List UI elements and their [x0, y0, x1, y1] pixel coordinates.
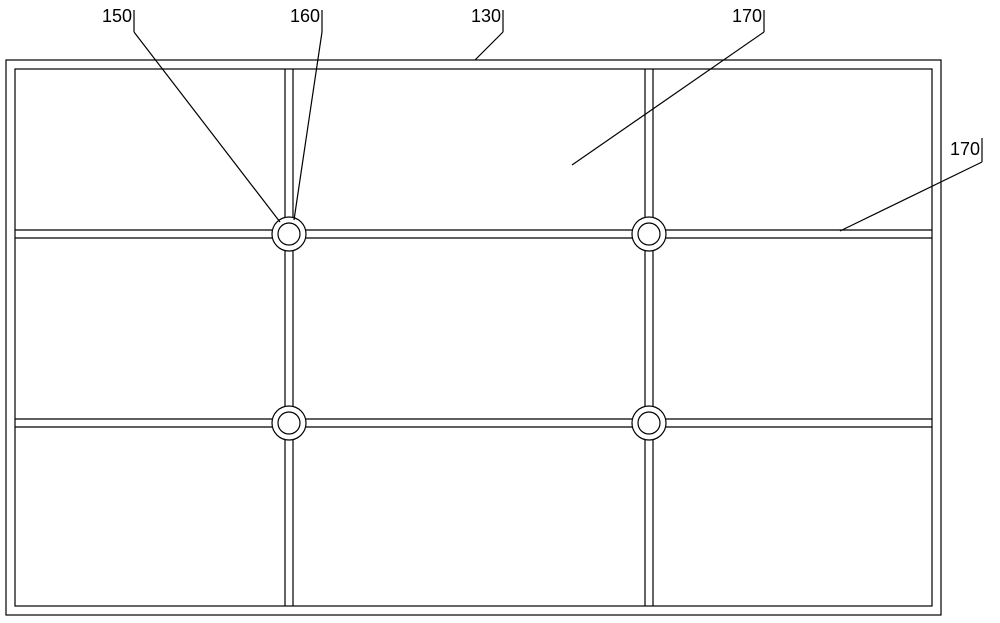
ring-outer-0	[272, 217, 306, 251]
ring-inner-1	[638, 223, 660, 245]
ring-outer-3	[632, 406, 666, 440]
inner-frame	[15, 69, 932, 606]
ring-outer-2	[272, 406, 306, 440]
ring-inner-3	[638, 412, 660, 434]
callout-leader	[572, 32, 764, 165]
callout-label-130: 130	[471, 6, 501, 27]
callout-label-160: 160	[290, 6, 320, 27]
outer-frame	[6, 60, 941, 615]
callout-label-170-right: 170	[950, 139, 980, 160]
callout-leader	[475, 32, 503, 60]
callout-label-170-top: 170	[732, 6, 762, 27]
callout-label-150: 150	[102, 6, 132, 27]
callout-leader	[840, 162, 982, 231]
ring-inner-2	[278, 412, 300, 434]
ring-inner-0	[278, 223, 300, 245]
ring-outer-1	[632, 217, 666, 251]
